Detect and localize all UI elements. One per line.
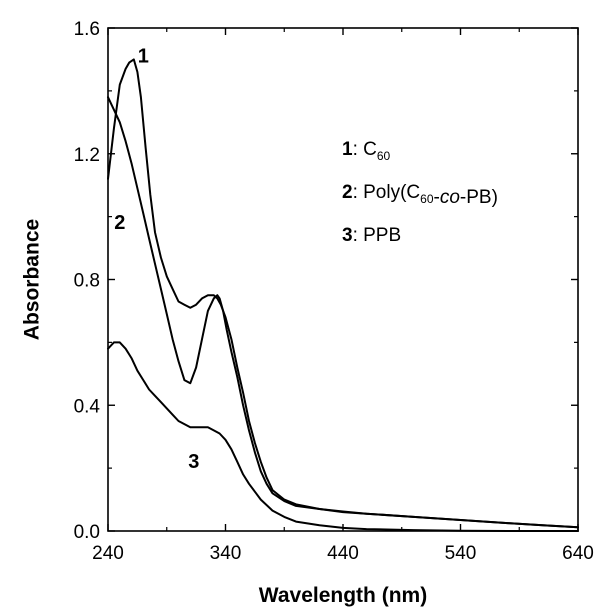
ticks: 240 340 440 540 640 0.0 0.4 0.8 1.2 1.6	[74, 19, 594, 564]
legend-text-part: : Poly(C	[353, 182, 421, 203]
series-line-1	[107, 58, 579, 529]
legend-entry-1: 1: C60	[342, 139, 391, 163]
x-tick-label: 640	[562, 543, 594, 564]
legend-text-part: 60	[377, 149, 391, 163]
y-tick-label: 0.0	[74, 522, 100, 543]
x-tick-label: 540	[445, 543, 477, 564]
legend-text-part: 2	[342, 182, 353, 203]
legend-text-part: 60	[420, 192, 434, 206]
x-tick-label: 340	[210, 543, 242, 564]
curve-label-1: 1	[138, 46, 149, 68]
legend-text-part: -PB)	[460, 187, 498, 208]
curve-label-3: 3	[188, 451, 199, 473]
curve-labels: 1 2 3	[114, 46, 199, 474]
legend-text-part: 1	[342, 139, 353, 160]
legend-text-part: 3	[342, 225, 353, 246]
x-tick-label: 440	[327, 543, 359, 564]
x-tick-label: 240	[92, 543, 124, 564]
x-axis-title: Wavelength (nm)	[259, 584, 427, 607]
y-tick-label: 0.8	[74, 271, 100, 292]
plot-frame	[107, 27, 579, 532]
series-line-3	[107, 341, 579, 532]
legend-text-part: co	[440, 187, 460, 208]
legend-text-part: : PPB	[353, 225, 402, 246]
legend-text-part: : C	[353, 139, 377, 160]
curve-label-2: 2	[114, 212, 125, 234]
y-tick-label: 1.6	[74, 19, 100, 40]
legend-entry-2: 2: Poly(C60-co-PB)	[342, 182, 498, 208]
legend-entry-3: 3: PPB	[342, 225, 401, 246]
axes	[107, 27, 579, 532]
legend-text-part: -	[434, 187, 440, 208]
series-line-2	[107, 96, 579, 529]
y-tick-label: 1.2	[74, 145, 100, 166]
y-axis-title: Absorbance	[21, 219, 44, 340]
y-tick-label: 0.4	[74, 396, 101, 417]
series-lines	[107, 58, 579, 532]
